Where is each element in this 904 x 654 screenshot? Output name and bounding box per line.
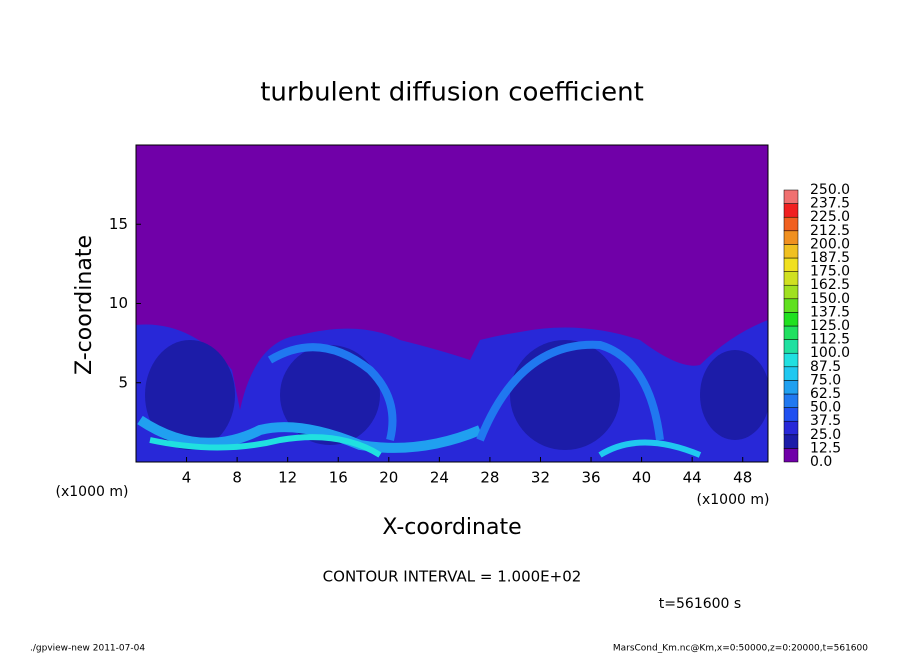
colorbar-box <box>783 298 799 313</box>
colorbar-label: 100.0 <box>810 345 850 361</box>
y-tick-label: 5 <box>118 373 128 391</box>
x-tick-label: 24 <box>430 469 449 487</box>
field <box>136 145 768 462</box>
colorbar-label: 162.5 <box>810 277 850 293</box>
colorbar-label: 200.0 <box>810 236 850 252</box>
x-unit: (x1000 m) <box>697 492 770 508</box>
colorbar-label: 150.0 <box>810 291 850 307</box>
colorbar-box <box>783 244 799 259</box>
time-label: t=561600 s <box>659 596 741 612</box>
colorbar-label: 187.5 <box>810 250 850 266</box>
x-tick-label: 20 <box>379 469 398 487</box>
colorbar-box <box>783 230 799 245</box>
x-tick-label: 16 <box>329 469 348 487</box>
x-tick-label: 4 <box>182 469 192 487</box>
x-tick-label: 44 <box>683 469 702 487</box>
x-tick-label: 32 <box>531 469 550 487</box>
colorbar-label: 62.5 <box>810 386 841 402</box>
colorbar-box <box>783 325 799 340</box>
colorbar-box <box>783 284 799 300</box>
x-tick-label: 12 <box>278 469 297 487</box>
x-tick-label: 48 <box>733 469 752 487</box>
x-tick-label: 28 <box>480 469 499 487</box>
chart-title: turbulent diffusion coefficient <box>260 78 644 108</box>
colorbar-label: 0.0 <box>810 454 832 470</box>
colorbar-label: 50.0 <box>810 400 841 416</box>
colorbar-box <box>783 189 799 204</box>
colorbar-label: 112.5 <box>810 332 850 348</box>
colorbar-label: 137.5 <box>810 304 850 320</box>
y-unit: (x1000 m) <box>56 484 129 500</box>
colorbar-box <box>783 312 799 327</box>
colorbar-label: 87.5 <box>810 359 841 375</box>
colorbar-box <box>783 216 799 232</box>
colorbar-label: 12.5 <box>810 440 841 456</box>
y-tick-label: 15 <box>109 215 128 233</box>
colorbar-box <box>783 366 799 381</box>
y-axis-label: Z-coordinate <box>72 235 97 375</box>
colorbar-box <box>783 271 799 286</box>
x-axis-label: X-coordinate <box>382 515 521 540</box>
colorbar-label: 37.5 <box>810 413 841 429</box>
colorbar-box <box>783 448 799 463</box>
colorbar-label: 125.0 <box>810 318 850 334</box>
colorbar-label: 175.0 <box>810 264 850 280</box>
colorbar-box <box>783 393 799 408</box>
x-tick-label: 40 <box>632 469 651 487</box>
colorbar-box <box>783 203 799 218</box>
colorbar-box <box>783 420 799 436</box>
footer-left: ./gpview-new 2011-07-04 <box>30 644 145 654</box>
colorbar-label: 225.0 <box>810 209 850 225</box>
colorbar-label: 25.0 <box>810 427 841 443</box>
colorbar-label: 250.0 <box>810 182 850 198</box>
colorbar-label: 75.0 <box>810 372 841 388</box>
footer-right: MarsCond_Km.nc@Km,x=0:50000,z=0:20000,t=… <box>613 644 868 654</box>
colorbar-box <box>783 339 799 354</box>
y-tick-label: 10 <box>109 294 128 312</box>
colorbar-box <box>783 434 799 449</box>
colorbar-box <box>783 257 799 272</box>
x-tick-label: 8 <box>232 469 242 487</box>
colorbar-box <box>783 380 799 395</box>
colorbar-label: 237.5 <box>810 196 850 212</box>
x-tick-label: 36 <box>581 469 600 487</box>
colorbar-label: 212.5 <box>810 223 850 239</box>
colorbar-box <box>783 352 799 368</box>
colorbar-box <box>783 407 799 422</box>
contour-interval: CONTOUR INTERVAL = 1.000E+02 <box>323 568 582 586</box>
